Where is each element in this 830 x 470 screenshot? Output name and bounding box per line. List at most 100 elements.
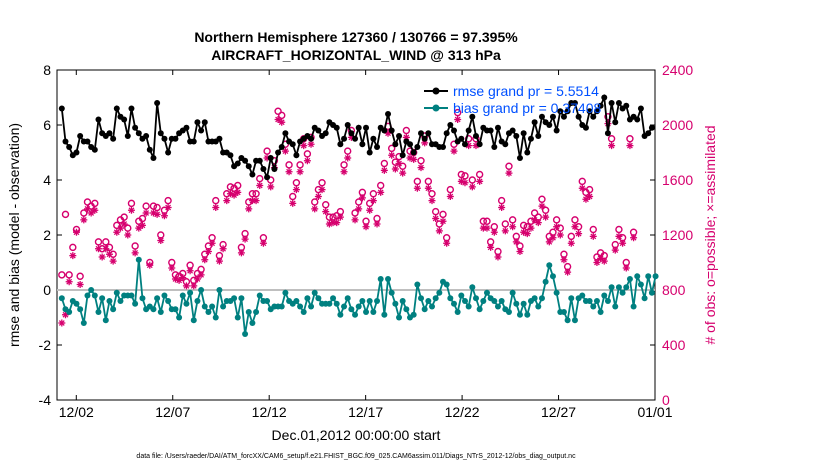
obs-assimilated-point	[494, 253, 502, 261]
bias-point	[531, 295, 538, 302]
rmse-point	[289, 141, 296, 148]
bias-point	[352, 311, 359, 318]
x-tick-label: 12/17	[348, 404, 383, 420]
rmse-point	[399, 152, 406, 159]
left-tick-label: 4	[43, 172, 51, 188]
bias-point	[509, 289, 516, 296]
rmse-point	[124, 133, 131, 139]
bias-point	[84, 292, 91, 299]
bias-point	[469, 284, 476, 291]
rmse-point	[564, 108, 571, 115]
obs-assimilated-point	[212, 204, 220, 211]
rmse-point	[66, 144, 73, 150]
obs-assimilated-point	[153, 210, 161, 218]
obs-assimilated-point	[237, 249, 245, 257]
obs-assimilated-point	[626, 142, 634, 150]
obs-assimilated-point	[553, 223, 561, 231]
obs-possible-point	[131, 242, 139, 250]
bias-point	[377, 276, 384, 282]
bias-point	[388, 289, 395, 296]
bias-point	[630, 303, 637, 310]
obs-assimilated-point	[468, 183, 476, 191]
obs-assimilated-point	[113, 228, 121, 236]
obs-assimilated-point	[61, 311, 69, 319]
rmse-point	[637, 105, 644, 112]
bias-point	[418, 295, 425, 302]
bias-point	[524, 311, 531, 318]
right-tick-label: 800	[662, 282, 686, 298]
obs-possible-point	[263, 147, 271, 155]
obs-assimilated-point	[564, 268, 572, 276]
obs-possible-point	[479, 217, 488, 225]
bias-point	[443, 281, 450, 288]
obs-assimilated-point	[377, 188, 385, 196]
bias-point	[410, 311, 417, 318]
bias-point	[242, 331, 249, 337]
obs-assimilated-point	[72, 228, 80, 236]
obs-assimilated-point	[58, 319, 66, 327]
obs-assimilated-point	[157, 237, 165, 244]
bias-point	[546, 262, 553, 269]
rmse-point	[575, 113, 582, 120]
rmse-point	[524, 149, 531, 156]
rmse-point	[520, 130, 527, 137]
obs-assimilated-point	[560, 256, 568, 264]
bias-point	[110, 306, 117, 313]
obs-assimilated-point	[542, 213, 550, 221]
series-obs-assimilated	[58, 116, 638, 327]
rmse-point	[113, 105, 120, 112]
bias-point	[256, 292, 263, 299]
obs-possible-point	[252, 190, 260, 198]
obs-possible-point	[303, 150, 312, 158]
obs-possible-point	[457, 170, 466, 179]
obs-assimilated-point	[124, 231, 132, 239]
obs-assimilated-point	[344, 154, 352, 162]
obs-possible-point	[149, 202, 158, 210]
rmse-point	[623, 102, 630, 109]
bias-point	[234, 314, 241, 321]
rmse-point	[73, 149, 80, 156]
rmse-point	[227, 152, 234, 159]
bias-point	[472, 295, 479, 302]
bias-point	[245, 309, 252, 315]
rmse-point	[132, 124, 139, 131]
rmse-point	[91, 146, 98, 153]
obs-possible-point	[604, 113, 612, 121]
rmse-point	[450, 127, 457, 134]
obs-possible-point	[234, 181, 242, 190]
obs-assimilated-point	[501, 227, 509, 235]
bias-point	[612, 303, 619, 310]
bias-point	[374, 298, 381, 304]
obs-assimilated-point	[131, 249, 139, 257]
obs-possible-point	[212, 196, 220, 205]
rmse-point	[421, 135, 428, 142]
rmse-point	[439, 144, 446, 150]
obs-possible-point	[344, 147, 352, 155]
bias-point	[212, 314, 219, 321]
bias-point	[150, 306, 157, 313]
bias-point	[337, 311, 344, 318]
rmse-point	[121, 116, 128, 123]
bias-point	[634, 273, 641, 280]
obs-assimilated-point	[520, 228, 528, 236]
bias-point	[648, 289, 655, 296]
obs-assimilated-point	[373, 220, 381, 228]
rmse-point	[183, 124, 190, 131]
obs-possible-point	[453, 108, 462, 117]
bias-point	[311, 289, 318, 296]
obs-assimilated-point	[413, 184, 421, 192]
obs-assimilated-point	[208, 239, 216, 247]
bias-point	[366, 298, 373, 304]
rmse-point	[571, 100, 578, 106]
obs-assimilated-point	[98, 253, 106, 261]
obs-assimilated-point	[454, 116, 462, 123]
obs-assimilated-point	[439, 217, 447, 225]
obs-assimilated-point	[340, 168, 348, 176]
rmse-point	[472, 133, 479, 139]
obs-assimilated-point	[428, 197, 436, 205]
obs-possible-point	[91, 199, 99, 208]
rmse-point	[381, 127, 388, 134]
obs-assimilated-point	[314, 193, 322, 200]
rmse-point	[425, 130, 432, 137]
